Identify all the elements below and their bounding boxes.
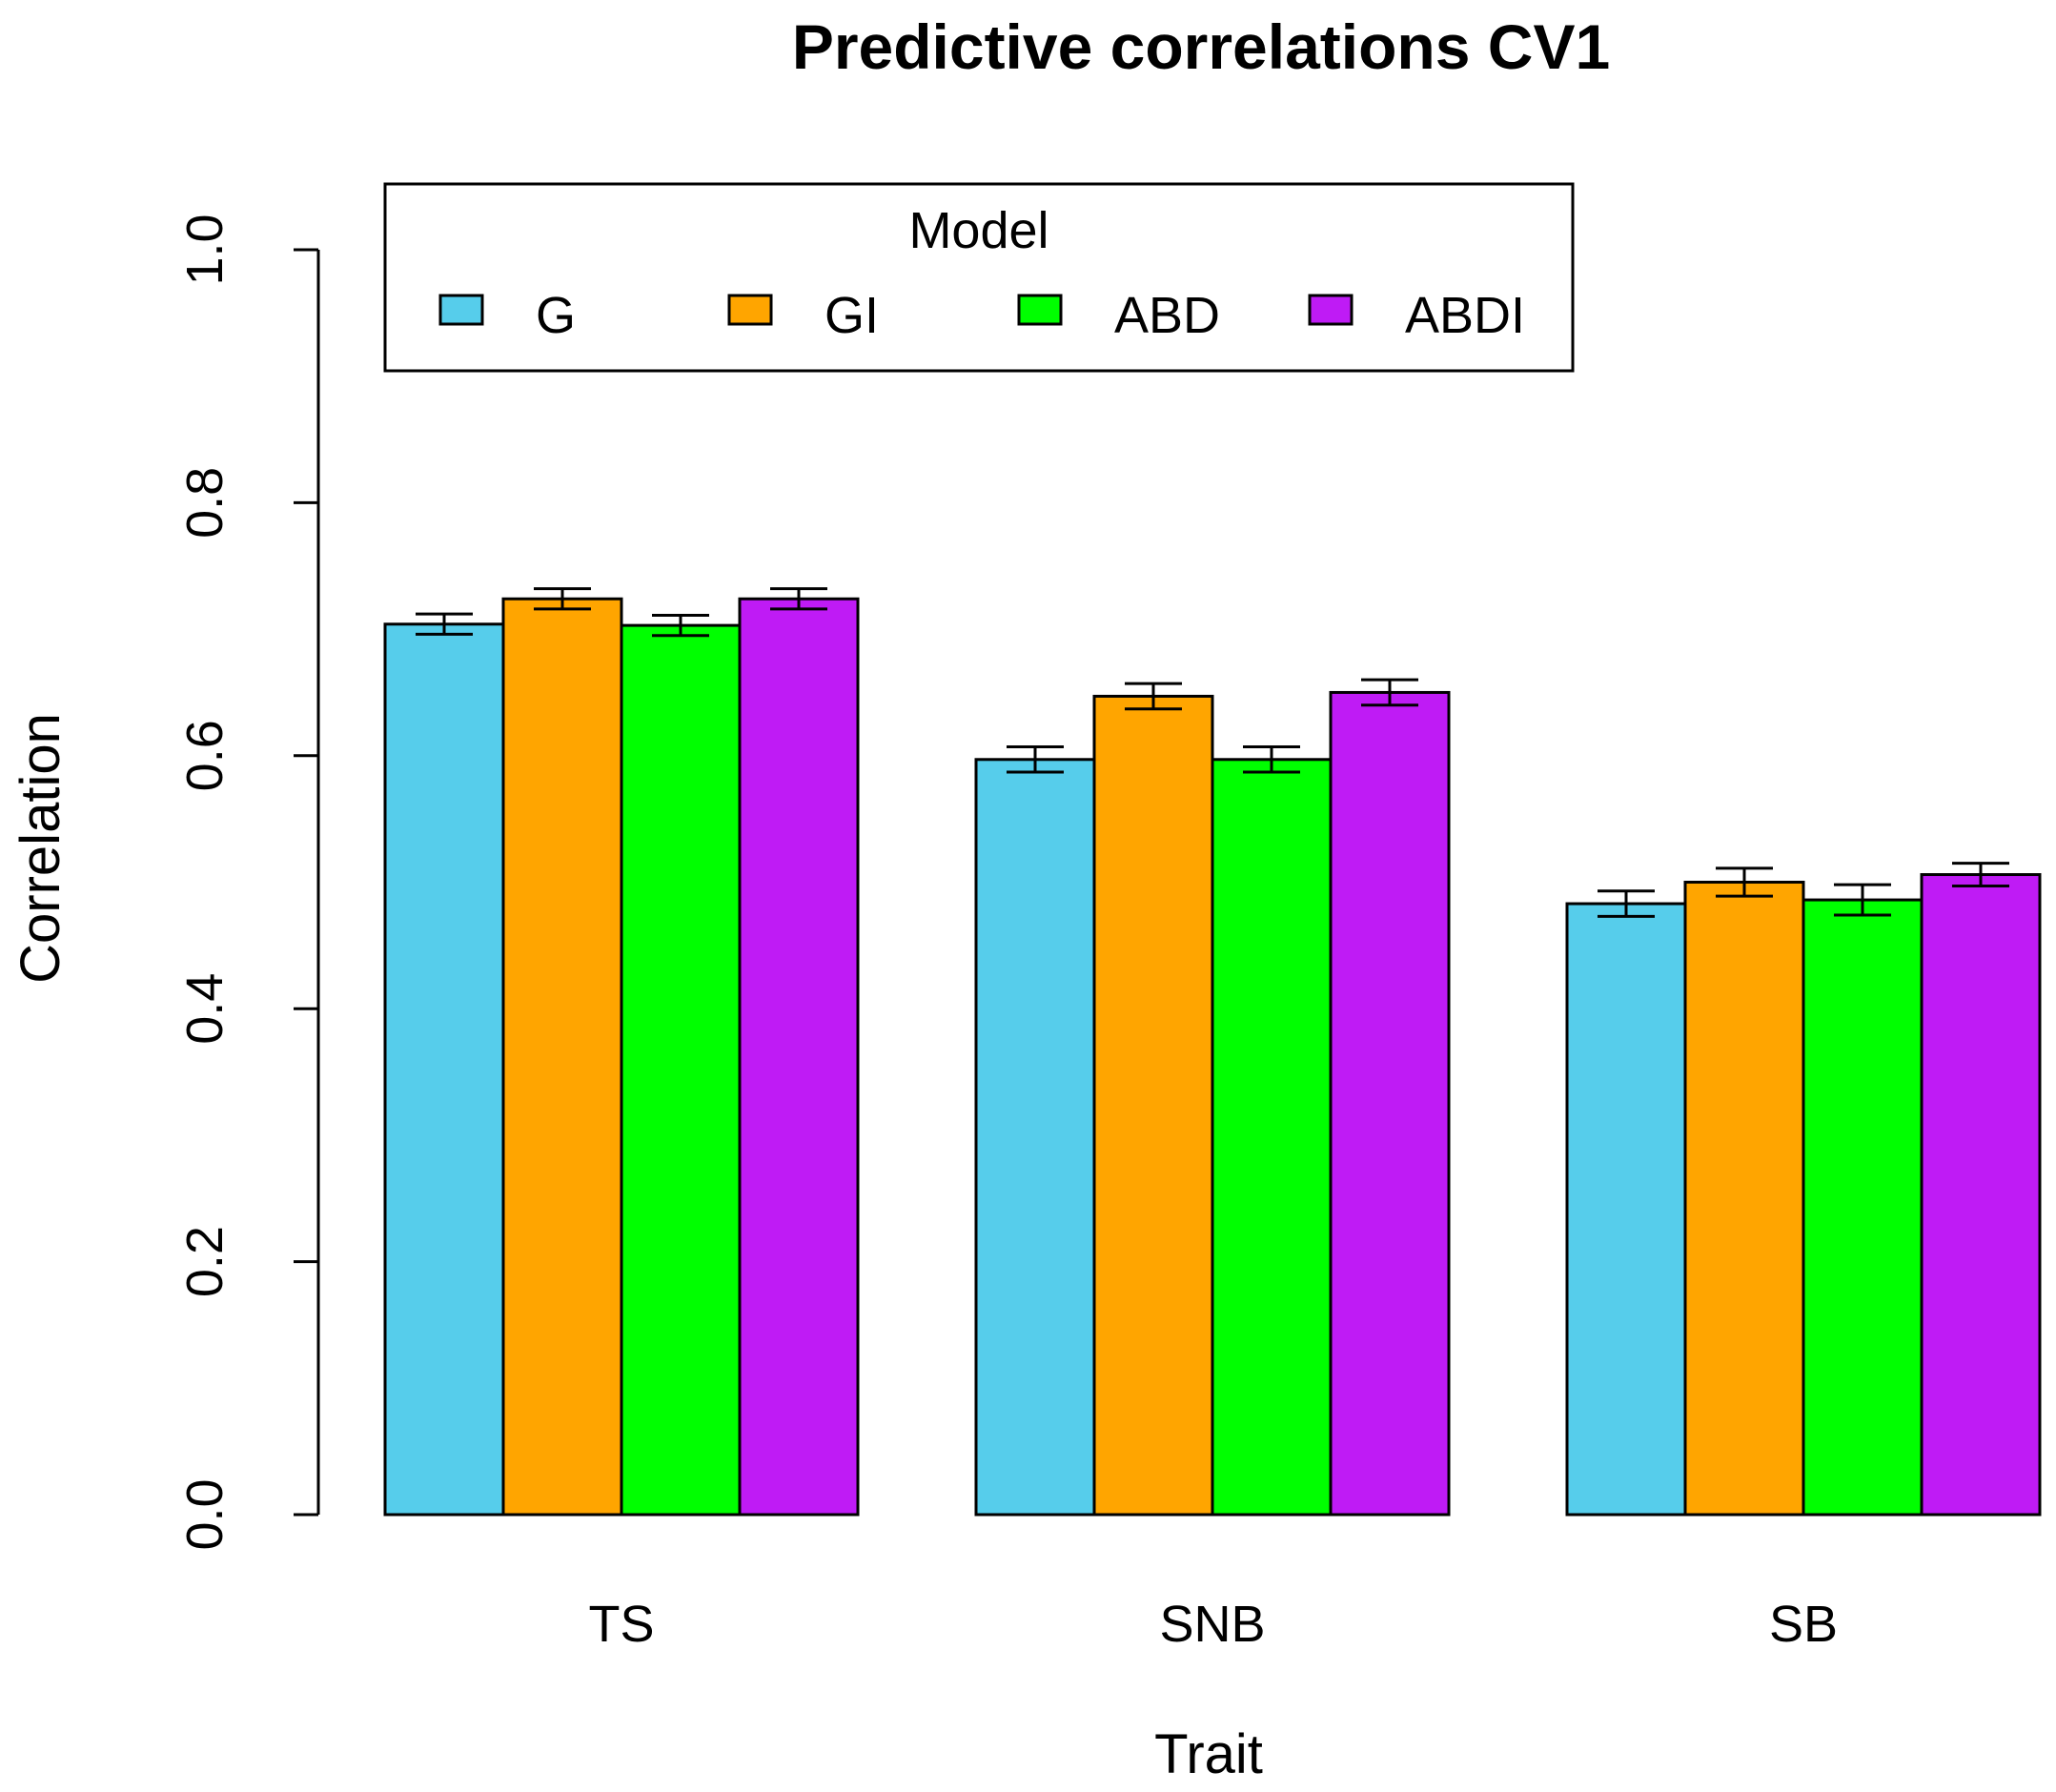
bar-sb-g	[1567, 904, 1685, 1515]
bar-ts-gi	[503, 599, 621, 1515]
legend: Model G GI ABD ABDI	[385, 184, 1573, 371]
legend-swatch	[440, 295, 482, 324]
bar-ts-abd	[621, 625, 740, 1515]
legend-swatch	[1310, 295, 1352, 324]
legend-label: ABD	[1114, 287, 1220, 344]
x-tick-label-sb: SB	[1769, 1596, 1838, 1653]
legend-label: GI	[824, 287, 879, 344]
bar-sb-abd	[1803, 900, 1922, 1515]
bar-chart: Predictive correlations CV1 0.0 0.2 0.4 0.6…	[0, 0, 2056, 1792]
legend-swatch	[1019, 295, 1061, 324]
legend-label: G	[536, 287, 576, 344]
bar-ts-abdi	[740, 599, 858, 1515]
bar-sb-abdi	[1922, 875, 2040, 1515]
x-axis-label: Trait	[1154, 1723, 1263, 1785]
bar-ts-g	[385, 624, 503, 1515]
legend-title: Model	[908, 202, 1048, 259]
bar-snb-abd	[1212, 760, 1331, 1515]
x-tick-label-snb: SNB	[1159, 1596, 1265, 1653]
y-axis-label: Correlation	[10, 713, 71, 984]
x-axis-tick-labels: TS SNB SB	[588, 1596, 1838, 1653]
bar-sb-gi	[1685, 883, 1803, 1516]
y-tick-label: 0.4	[176, 973, 234, 1045]
y-tick-label: 0.0	[176, 1478, 234, 1550]
bar-snb-g	[976, 760, 1094, 1515]
chart-title: Predictive correlations CV1	[792, 11, 1610, 82]
y-tick-label: 0.2	[176, 1226, 234, 1297]
y-tick-label: 0.6	[176, 720, 234, 791]
y-tick-label: 0.8	[176, 467, 234, 539]
y-axis: 0.0 0.2 0.4 0.6 0.8 1.0	[176, 214, 318, 1550]
x-tick-label-ts: TS	[588, 1596, 654, 1653]
y-tick-label: 1.0	[176, 214, 234, 285]
bar-snb-abdi	[1331, 692, 1449, 1515]
legend-label: ABDI	[1405, 287, 1525, 344]
legend-swatch	[729, 295, 771, 324]
bars-group	[385, 589, 2040, 1515]
bar-snb-gi	[1094, 696, 1212, 1515]
